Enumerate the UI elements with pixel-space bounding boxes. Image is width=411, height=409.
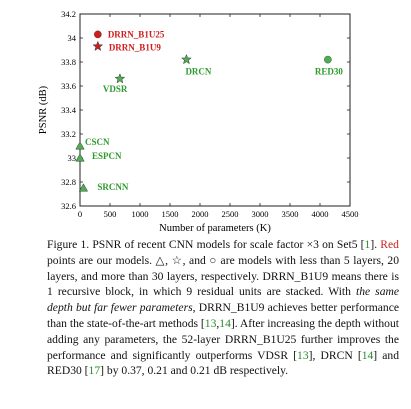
- x-tick-label: 3000: [252, 209, 269, 219]
- espcn-label: ESPCN: [92, 151, 122, 161]
- cscn-label: CSCN: [85, 137, 110, 147]
- psnr-scatter-figure: 0 500 1000 1500 2000 2500 3000 3500 4000 4500 32.6…: [38, 9, 359, 234]
- vdsr-label: VDSR: [103, 84, 128, 94]
- x-tick-label: 2000: [192, 209, 209, 219]
- x-tick-label: 1500: [162, 209, 179, 219]
- citation-link[interactable]: 14: [361, 348, 374, 362]
- srcnn-point: [78, 183, 89, 192]
- y-tick-label: 32.6: [61, 201, 76, 211]
- x-tick-label: 3500: [282, 209, 299, 219]
- y-tick-label: 34.2: [61, 9, 76, 19]
- y-tick-label: 33: [68, 153, 77, 163]
- y-tick-label: 33.8: [61, 57, 76, 67]
- drrn-b1u9-label: DRRN_B1U9: [109, 42, 162, 52]
- x-tick-label: 1000: [132, 209, 149, 219]
- citation-link[interactable]: 14: [219, 316, 231, 330]
- x-tick-label: 2500: [222, 209, 239, 219]
- y-axis-label: PSNR (dB): [38, 85, 49, 134]
- espcn-point: [75, 153, 85, 162]
- caption-text: ,: [216, 316, 220, 330]
- citation-link[interactable]: 13: [297, 348, 309, 362]
- x-tick-label: 4000: [312, 209, 329, 219]
- srcnn-label: SRCNN: [97, 182, 129, 192]
- y-tick-label: 34: [68, 33, 77, 43]
- y-tick-label: 33.4: [61, 105, 77, 115]
- cscn-point: [75, 141, 85, 150]
- caption-text: , DRRN_B1U9 achieves better performance …: [47, 301, 399, 330]
- caption-text: PSNR of recent CNN models for scale fact…: [89, 238, 365, 251]
- x-tick-label: 4500: [342, 209, 359, 219]
- x-axis-label: Number of parameters (K): [159, 223, 271, 234]
- caption-text: points are our models. △, ☆, and ○ are m…: [47, 253, 399, 299]
- y-tick-label: 33.6: [61, 81, 76, 91]
- axis-ticks: 0 500 1000 1500 2000 2500 3000 3500 4000 4500 32.6…: [61, 9, 358, 219]
- drcn-point: [181, 53, 192, 65]
- figure-caption: Figure 1. PSNR of recent CNN models for …: [47, 237, 399, 379]
- citation-link[interactable]: 1: [364, 238, 371, 251]
- figure-label: Figure 1.: [47, 238, 90, 251]
- caption-text: ] by 0.37, 0.21 and 0.21 dB respectively…: [100, 364, 289, 378]
- red30-point: [324, 55, 332, 64]
- y-tick-label: 32.8: [61, 177, 76, 187]
- caption-text: ], DRCN [: [308, 348, 362, 362]
- drrn-b1u25-label: DRRN_B1U25: [108, 29, 165, 39]
- drrn-b1u25-point: [94, 30, 102, 39]
- caption-emphasis: the same depth but far fewer parameters: [47, 285, 400, 315]
- data-points: DRRN_B1U25 DRRN_B1U9 DRCN RED30 VDSR CSCN ESPC…: [75, 29, 344, 192]
- red-highlight: Red: [380, 238, 399, 251]
- y-tick-label: 33.2: [61, 129, 76, 139]
- x-tick-label: 500: [104, 209, 117, 219]
- caption-text: ] and RED30 [: [47, 348, 399, 378]
- red30-label: RED30: [315, 67, 344, 77]
- citation-link[interactable]: 17: [88, 364, 101, 378]
- citation-link[interactable]: 13: [204, 316, 217, 330]
- caption-text: ].: [370, 238, 381, 251]
- vdsr-point: [114, 73, 126, 84]
- psnr-scatter-chart: 0 500 1000 1500 2000 2500 3000 3500 4000 4500 32.6…: [38, 9, 359, 234]
- x-tick-label: 0: [78, 209, 82, 219]
- drcn-label: DRCN: [185, 67, 211, 77]
- drrn-b1u9-point: [92, 40, 104, 52]
- caption-text: ]. After increasing the depth without ad…: [47, 316, 399, 362]
